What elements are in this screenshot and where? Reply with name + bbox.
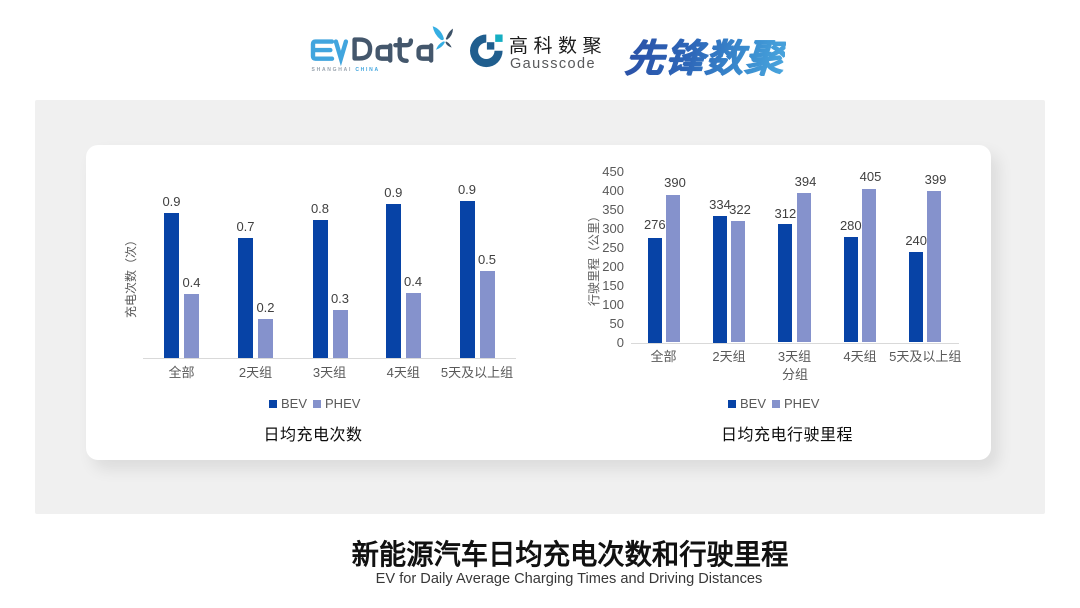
svg-text:SHANGHAI CHINA: SHANGHAI CHINA — [312, 67, 380, 73]
